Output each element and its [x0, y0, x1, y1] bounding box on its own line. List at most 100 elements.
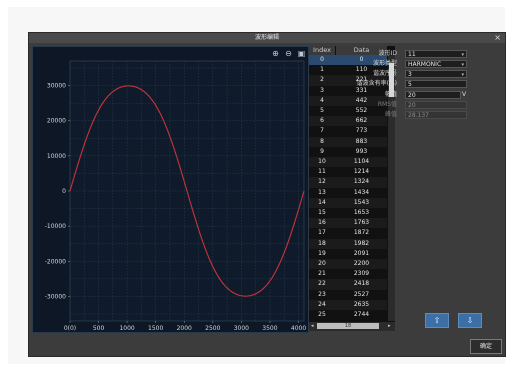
vertical-scroll-thumb[interactable] — [389, 63, 394, 97]
param-value: 11 — [408, 51, 416, 58]
table-row[interactable]: 7 773 — [309, 126, 387, 137]
cell-index: 9 — [320, 147, 324, 155]
waveform-plot[interactable]: 0(0) 500 1000 1500 2000 2500 3000 3500 4000 30000… — [32, 46, 309, 333]
cell-data: 1434 — [353, 188, 370, 196]
cell-data: 883 — [355, 137, 368, 145]
table-row[interactable]: 23 2527 — [309, 289, 387, 300]
param-dropdown[interactable]: 11 ▾ — [405, 50, 467, 58]
chevron-down-icon[interactable]: ▾ — [461, 62, 464, 68]
param-input[interactable]: 5 — [405, 80, 467, 88]
cell-data: 1763 — [353, 219, 370, 227]
param-label: 波形类型 — [372, 60, 397, 67]
table-row[interactable]: 19 2091 — [309, 248, 387, 259]
zoom-out-icon[interactable]: ⊖ — [285, 49, 292, 58]
table-row[interactable]: 15 1653 — [309, 208, 387, 219]
table-row[interactable]: 4 442 — [309, 95, 387, 106]
cell-index: 4 — [320, 96, 324, 104]
param-label: 谐波含有率(%) — [356, 80, 397, 87]
waveform-editor-dialog: 波形编辑 × 0(0) 500 1000 1500 2000 2500 3000 3500 40… — [28, 32, 506, 357]
table-row[interactable]: 22 2418 — [309, 279, 387, 290]
horizontal-scroll-thumb[interactable]: 18 — [317, 323, 379, 329]
table-row[interactable]: 20 2200 — [309, 259, 387, 270]
horizontal-scrollbar[interactable]: ◂ 18 ▸ — [309, 322, 395, 331]
table-row[interactable]: 13 1434 — [309, 187, 387, 198]
cell-index: 8 — [320, 137, 324, 145]
table-row[interactable]: 14 1543 — [309, 197, 387, 208]
ok-button[interactable]: 确定 — [470, 339, 502, 354]
chevron-down-icon[interactable]: ▾ — [461, 52, 464, 58]
scroll-right-icon[interactable]: ▸ — [388, 323, 391, 329]
column-header-index[interactable]: Index — [309, 46, 335, 55]
cell-index: 10 — [318, 158, 326, 165]
table-row[interactable]: 9 993 — [309, 146, 387, 157]
cell-data: 1653 — [353, 209, 370, 216]
cell-data: 0 — [359, 56, 364, 63]
table-row[interactable]: 24 2635 — [309, 299, 387, 310]
camera-icon[interactable]: ▣ — [297, 49, 306, 58]
param-value: 20 — [408, 92, 416, 99]
param-input[interactable]: 20 — [405, 91, 461, 99]
table-row[interactable]: 17 1872 — [309, 228, 387, 239]
y-tick-label: 10000 — [47, 153, 66, 160]
table-row[interactable]: 5 552 — [309, 106, 387, 117]
cell-index: 15 — [318, 209, 326, 216]
move-down-button[interactable]: ⇩ — [458, 313, 482, 328]
cell-index: 19 — [318, 249, 326, 257]
dialog-title: 波形编辑 — [254, 34, 279, 41]
cell-index: 25 — [318, 311, 326, 318]
cell-data: 2418 — [353, 280, 370, 288]
table-row[interactable]: 1 110 — [309, 65, 387, 76]
cell-index: 2 — [320, 76, 324, 84]
x-tick-label: 3500 — [262, 325, 277, 332]
cell-index: 12 — [318, 178, 326, 186]
cell-index: 21 — [318, 270, 326, 278]
table-row[interactable]: 25 2744 — [309, 310, 387, 321]
table-row[interactable]: 2 221 — [309, 75, 387, 86]
cell-index: 24 — [318, 300, 326, 308]
y-tick-label: 30000 — [47, 83, 66, 90]
cell-data: 2200 — [353, 260, 370, 267]
cell-data: 2635 — [353, 300, 370, 308]
cell-index: 0 — [320, 56, 324, 63]
table-row[interactable]: 21 2309 — [309, 269, 387, 280]
cell-index: 18 — [318, 239, 326, 247]
table-row[interactable]: 6 662 — [309, 116, 387, 127]
table-row[interactable]: 12 1324 — [309, 177, 387, 188]
y-tick-label: 20000 — [47, 118, 66, 125]
param-label: 幅值 — [384, 91, 397, 98]
zoom-in-icon[interactable]: ⊕ — [272, 49, 279, 58]
cell-index: 16 — [318, 219, 326, 227]
x-tick-label: 1500 — [148, 325, 163, 332]
table-row[interactable]: 8 883 — [309, 136, 387, 147]
cell-data: 110 — [355, 66, 368, 74]
x-tick-label: 3000 — [234, 325, 249, 332]
chevron-down-icon[interactable]: ▾ — [461, 72, 464, 78]
table-row[interactable]: 3 331 — [309, 85, 387, 96]
cell-data: 773 — [355, 127, 368, 135]
cell-data: 993 — [355, 147, 368, 155]
close-button[interactable]: × — [494, 33, 501, 42]
x-tick-label: 1000 — [119, 325, 134, 332]
cell-data: 442 — [355, 96, 368, 104]
table-row[interactable]: 11 1214 — [309, 167, 387, 178]
x-tick-label: 0(0) — [64, 325, 76, 332]
scroll-left-icon[interactable]: ◂ — [311, 323, 314, 329]
vertical-scrollbar[interactable] — [388, 55, 395, 321]
cell-index: 11 — [318, 168, 326, 176]
table-row[interactable]: 10 1104 — [309, 157, 387, 168]
waveform-chart: 0(0) 500 1000 1500 2000 2500 3000 3500 4000 30000… — [45, 60, 306, 332]
param-label: RMS值 — [377, 101, 397, 108]
param-label: 波形ID — [378, 50, 397, 57]
cell-data: 331 — [355, 86, 368, 94]
table-row[interactable]: 16 1763 — [309, 218, 387, 229]
move-up-button[interactable]: ⇧ — [425, 313, 449, 328]
cell-index: 22 — [318, 280, 326, 288]
waveform-line — [69, 85, 305, 297]
param-unit: V — [462, 91, 467, 98]
param-dropdown[interactable]: 3 ▾ — [405, 70, 467, 78]
column-header-data[interactable]: Data — [336, 46, 387, 55]
cell-data: 2309 — [353, 270, 370, 278]
param-dropdown[interactable]: HARMONIC ▾ — [405, 60, 467, 68]
table-row[interactable]: 18 1982 — [309, 238, 387, 249]
